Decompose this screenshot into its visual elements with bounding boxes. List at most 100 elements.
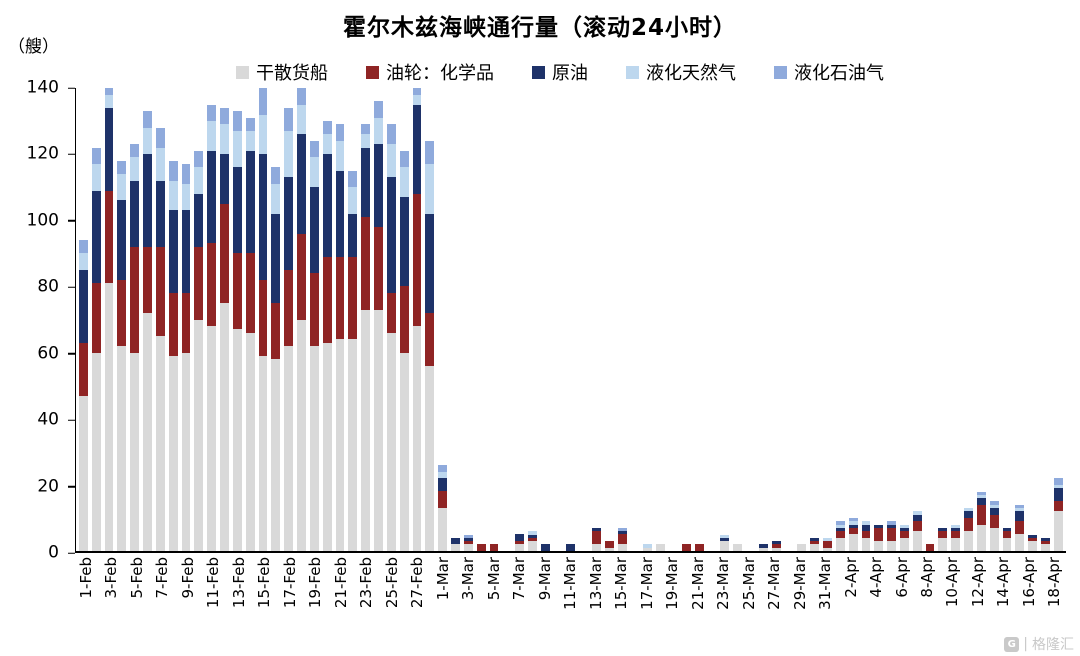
bar-segment [309,157,319,188]
bar-segment [412,88,422,95]
x-tick-slot [863,557,864,653]
bar [797,88,807,551]
x-tick-slot [226,557,227,653]
x-tick-slot [430,557,431,653]
bar-segment [604,547,614,551]
bar-segment [309,187,319,274]
bar-segment [527,531,537,535]
bar-segment [271,359,281,551]
bar-segment [348,187,358,214]
bar-segment [207,243,217,327]
bar [964,88,973,551]
bar-segment [938,531,948,538]
x-tick-slot [710,557,711,653]
bar [938,88,948,551]
bars [76,88,1066,551]
bar-segment [361,147,371,217]
bar-segment [297,104,306,135]
bar-segment [848,524,858,528]
bar-segment [79,253,88,270]
bar [554,88,563,551]
bar-segment [412,94,422,105]
bar-segment [1002,531,1012,538]
x-tick-slot: 2-Apr [842,557,860,653]
bar-segment [425,213,435,313]
bar-segment [771,547,781,551]
bar-segment [412,193,422,327]
watermark-divider: | [1023,636,1028,652]
x-tick-label: 15-Mar [612,557,631,610]
bar-segment [155,147,165,181]
bar-segment [463,534,473,538]
bar [297,88,306,551]
bar [631,88,640,551]
x-tick-slot [838,557,839,653]
bar-segment [348,170,358,188]
bar-segment [361,124,371,135]
bar-segment [733,544,743,551]
x-tick-slot [302,557,303,653]
x-tick-slot [353,557,354,653]
x-tick-slot: 13-Feb [230,557,248,653]
bar-segment [143,312,152,551]
y-axis: 0 20 40 60 80 100 120 140 [0,79,75,561]
bar-segment [964,517,973,532]
legend-label: 液化石油气 [794,63,884,84]
bar [271,88,281,551]
bar [463,88,473,551]
bar-segment [335,256,345,340]
bar-segment [925,544,935,551]
bar-segment [617,544,627,551]
bar [925,88,935,551]
bar-segment [130,246,140,353]
y-axis-unit-label: （艘） [8,37,59,57]
y-tick-mark [68,220,75,222]
bar [861,88,871,551]
bar [284,88,294,551]
bar-segment [412,104,422,194]
bar [1028,88,1038,551]
bar-segment [220,124,229,155]
x-tick-slot [761,557,762,653]
bar-segment [143,154,152,247]
bar-segment [168,355,178,551]
bar-segment [848,521,858,525]
bar-segment [515,541,524,545]
bar-segment [758,544,768,548]
bar [425,88,435,551]
x-tick-slot [939,557,940,653]
x-tick-slot: 6-Apr [893,557,911,653]
bar-segment [143,111,152,128]
bar-segment [284,107,294,132]
x-tick-slot: 13-Mar [587,557,605,653]
y-tick-mark [68,485,75,488]
bar-segment [155,127,165,148]
x-tick-label: 1-Feb [77,557,95,599]
bar-segment [912,514,922,522]
bar [874,88,884,551]
bar [207,88,217,551]
bar-segment [1028,541,1038,551]
x-tick-label: 4-Apr [867,557,886,598]
bar-segment [348,213,358,257]
bar-segment [912,521,922,532]
x-tick-slot: 19-Feb [306,557,324,653]
y-tick-mark [68,419,75,421]
bar-segment [168,160,178,181]
bar [515,88,524,551]
bar-segment [117,279,127,346]
bar-segment [912,531,922,551]
x-tick-slot: 9-Mar [536,557,554,653]
bar-segment [130,144,140,158]
x-tick-slot [532,557,533,653]
bar-segment [823,541,832,548]
x-tick-slot [481,557,482,653]
bar-segment [425,140,435,165]
bar-segment [309,273,319,346]
bar-segment [335,339,345,551]
bar-segment [1015,521,1025,535]
bar-segment [232,111,242,131]
bar-segment [322,154,332,257]
x-tick-label: 7-Feb [153,557,172,599]
bar-segment [245,131,255,151]
